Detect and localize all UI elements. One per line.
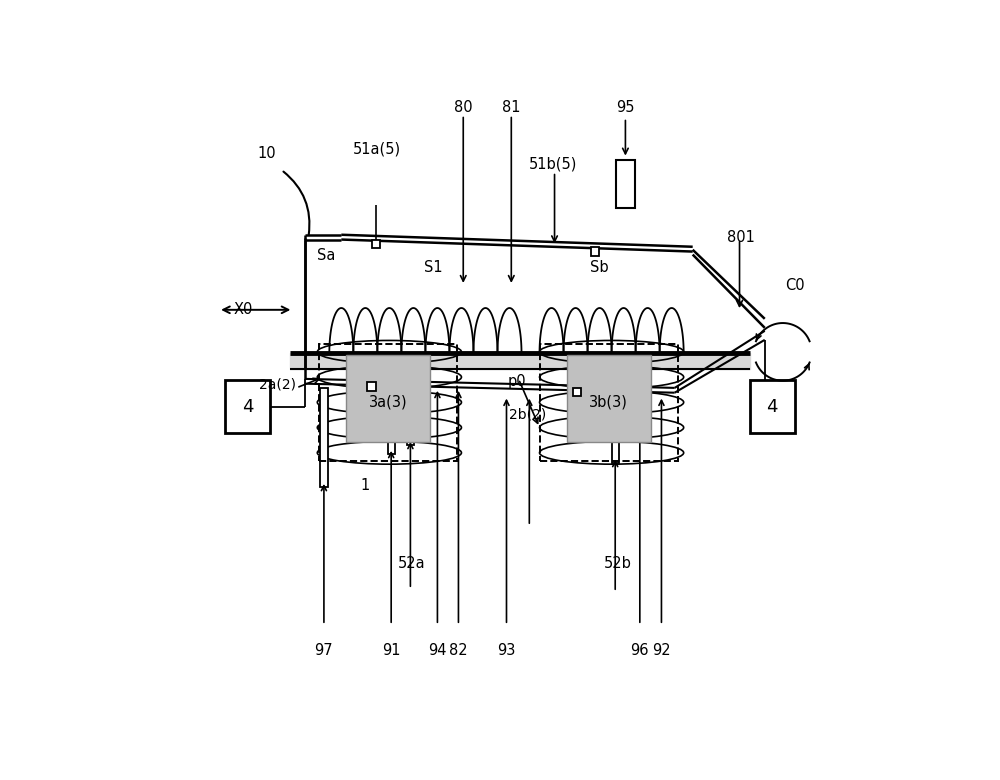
Text: 93: 93 [497, 644, 516, 658]
Text: Sb: Sb [590, 261, 609, 275]
Text: 80: 80 [454, 100, 473, 115]
Text: 4: 4 [767, 398, 778, 416]
Text: 95: 95 [616, 100, 635, 115]
Text: 94: 94 [428, 644, 447, 658]
Text: 92: 92 [652, 644, 671, 658]
Bar [367, 382, 376, 391]
Bar [319, 344, 457, 461]
Text: S1: S1 [424, 261, 443, 275]
Bar [346, 355, 430, 442]
Bar [388, 388, 395, 454]
Bar [616, 160, 635, 207]
Text: 82: 82 [449, 644, 468, 658]
Text: Sa: Sa [317, 248, 336, 264]
Bar [612, 395, 619, 463]
Text: p0: p0 [508, 374, 527, 389]
Text: 51b(5): 51b(5) [529, 157, 577, 172]
Text: X0: X0 [234, 303, 253, 317]
Text: 52b: 52b [604, 556, 632, 571]
Bar [573, 388, 581, 396]
Text: 801: 801 [727, 230, 755, 245]
Text: 96: 96 [631, 644, 649, 658]
Text: 3a(3): 3a(3) [369, 394, 407, 410]
Text: 52a: 52a [398, 556, 425, 571]
Bar [320, 388, 328, 487]
Text: 1: 1 [361, 477, 370, 493]
Bar [372, 239, 380, 248]
Bar [540, 344, 678, 461]
Bar [567, 355, 651, 442]
Bar [591, 247, 599, 256]
Bar [750, 380, 795, 433]
Text: 2a(2): 2a(2) [259, 378, 296, 392]
Text: 2b(2): 2b(2) [509, 408, 546, 422]
Bar [407, 388, 414, 445]
Text: 97: 97 [315, 644, 333, 658]
Text: C0: C0 [785, 278, 805, 293]
Text: 3b(3): 3b(3) [589, 394, 628, 410]
Text: 4: 4 [242, 398, 254, 416]
Text: 51a(5): 51a(5) [353, 141, 401, 156]
Bar [225, 380, 270, 433]
Text: 81: 81 [502, 100, 521, 115]
Text: 91: 91 [382, 644, 400, 658]
Text: 10: 10 [257, 146, 276, 161]
